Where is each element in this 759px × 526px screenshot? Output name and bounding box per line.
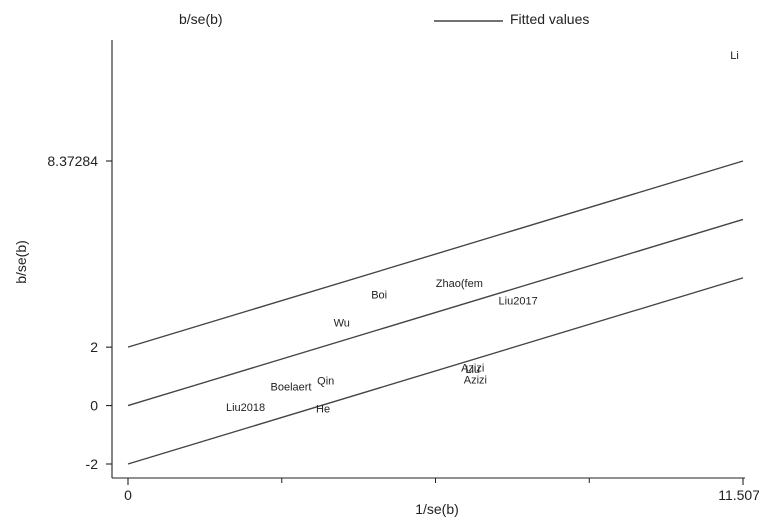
point-label-qin: Qin: [317, 376, 334, 388]
y-tick-label: -2: [86, 456, 99, 472]
y-axis-title: b/se(b): [13, 240, 29, 284]
legend-entry-fitted-values: Fitted values: [510, 11, 589, 27]
upper-confidence-line: [127, 160, 744, 348]
lower-confidence-line: [127, 277, 744, 465]
x-ticks: 0 11.5075: [124, 478, 759, 503]
point-label-li: Li: [730, 50, 739, 62]
point-label-liu2018: Liu2018: [226, 402, 265, 414]
x-tick-label: 0: [124, 487, 132, 503]
point-label-wu: Wu: [334, 317, 350, 329]
point-label-azizi: Azizi: [464, 374, 487, 386]
point-label-liu2017: Liu2017: [499, 295, 538, 307]
legend-entry-b-se-b: b/se(b): [179, 11, 223, 27]
y-tick-label: 0: [90, 398, 98, 414]
legend: b/se(b) Fitted values: [179, 11, 589, 27]
point-label-boelaert: Boelaert: [271, 382, 312, 394]
x-tick-label: 11.5075: [718, 487, 759, 503]
point-label-zhao-fem: Zhao(fem: [436, 278, 483, 290]
fitted-lines: [127, 160, 744, 465]
point-label-azizi: Azizi: [461, 363, 484, 375]
y-ticks: -2 0 2 8.37284: [47, 153, 112, 472]
point-label-he: He: [316, 403, 330, 415]
y-tick-label: 2: [90, 339, 98, 355]
point-label-boi: Boi: [371, 290, 387, 302]
x-minor-ticks: [281, 478, 590, 483]
axes: b/se(b) 1/se(b) -2 0 2 8.37284 0 11.5075: [13, 40, 759, 517]
point-labels: Liu2018 Boelaert Qin He Wu Boi Zhao(fem Liu2017…: [226, 50, 739, 415]
fitted-line: [127, 218, 744, 407]
x-axis-title: 1/se(b): [415, 501, 459, 517]
y-tick-label: 8.37284: [47, 153, 98, 169]
point-label-liu: Liu: [465, 364, 480, 376]
